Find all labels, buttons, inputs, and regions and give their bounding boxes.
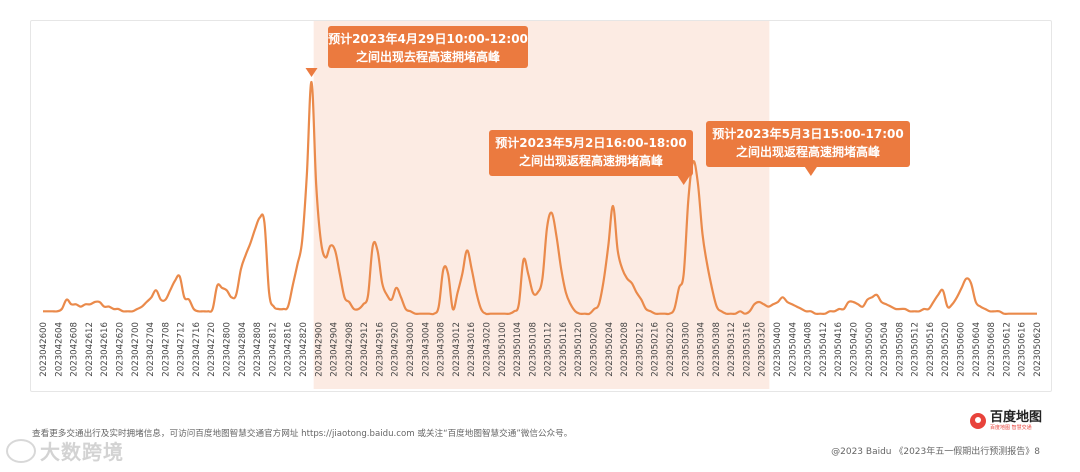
x-tick-label: 2023050100 [498, 322, 508, 377]
peak-callout-pointer [804, 167, 817, 176]
congestion-series-line [43, 80, 1037, 316]
x-tick-label: 2023042800 [223, 322, 233, 377]
x-tick-label: 2023042812 [268, 322, 278, 377]
watermark-text: 大数跨境 [40, 440, 124, 464]
x-tick-label: 2023042608 [70, 322, 80, 377]
peak-callout-box [489, 130, 693, 176]
x-tick-label: 2023050404 [788, 322, 798, 377]
watermark-icon [6, 438, 36, 463]
x-tick-label: 2023050216 [651, 322, 661, 377]
x-tick-label: 2023050200 [590, 322, 600, 377]
x-tick-label: 2023050208 [620, 322, 630, 377]
x-tick-label: 2023050516 [926, 322, 936, 377]
x-tick-label: 2023042704 [146, 322, 156, 377]
x-tick-label: 2023050416 [834, 322, 844, 377]
x-tick-label: 2023043020 [483, 322, 493, 377]
x-tick-label: 2023043000 [406, 322, 416, 377]
peak-callout-text: 之间出现去程高速拥堵高峰 [356, 49, 501, 64]
logo-title: 百度地图 [990, 410, 1043, 425]
x-tick-label: 2023042916 [375, 322, 385, 377]
x-tick-label: 2023043008 [437, 322, 447, 377]
x-tick-label: 2023050420 [850, 322, 860, 377]
baidu-map-logo: 百度地图 百度地图 智慧交通 [970, 411, 1042, 431]
watermark: 大数跨境 [6, 436, 124, 465]
x-tick-label: 2023050500 [865, 322, 875, 377]
x-tick-label: 2023050504 [880, 322, 890, 377]
x-tick-label: 2023042804 [238, 322, 248, 377]
logo-subtitle: 百度地图 智慧交通 [990, 425, 1032, 431]
x-tick-label: 2023050600 [957, 322, 967, 377]
x-tick-label: 2023050308 [712, 322, 722, 377]
x-tick-label: 2023042900 [314, 322, 324, 377]
x-tick-label: 2023050520 [941, 322, 951, 377]
x-tick-label: 2023042604 [54, 322, 64, 377]
x-tick-label: 2023042808 [253, 322, 263, 377]
peak-callout-text: 预计2023年5月3日15:00-17:00 [712, 126, 903, 141]
x-tick-label: 2023043016 [467, 322, 477, 377]
x-tick-label: 2023050104 [513, 322, 523, 377]
x-tick-label: 2023050120 [574, 322, 584, 377]
x-tick-label: 2023050400 [773, 322, 783, 377]
x-tick-label: 2023050212 [635, 322, 645, 377]
x-tick-label: 2023050204 [605, 322, 615, 377]
x-tick-label: 2023050508 [895, 322, 905, 377]
x-tick-label: 2023042700 [131, 322, 141, 377]
x-tick-label: 2023050300 [681, 322, 691, 377]
x-tick-label: 2023050220 [666, 322, 676, 377]
x-tick-label: 2023050512 [911, 322, 921, 377]
x-tick-label: 2023042708 [161, 322, 171, 377]
x-tick-label: 2023042920 [391, 322, 401, 377]
peak-callout: 预计2023年5月2日16:00-18:00 之间出现返程高速拥堵高峰 [489, 130, 693, 185]
x-tick-label: 2023050412 [819, 322, 829, 377]
x-tick-label: 2023042616 [100, 322, 110, 377]
x-tick-label: 2023050112 [544, 322, 554, 377]
peak-callout-text: 之间出现返程高速拥堵高峰 [736, 144, 881, 159]
x-tick-label: 2023050320 [758, 322, 768, 377]
peak-callout-box [328, 26, 528, 68]
x-tick-label: 2023042816 [284, 322, 294, 377]
holiday-highlight-band [313, 21, 770, 389]
peak-callout-pointer [305, 68, 318, 77]
x-tick-label: 2023042720 [207, 322, 217, 377]
x-tick-label: 2023050604 [972, 322, 982, 377]
peak-callout-box [706, 121, 910, 167]
x-tick-label: 2023050612 [1002, 322, 1012, 377]
x-tick-label: 2023042712 [177, 322, 187, 377]
x-tick-label: 2023043004 [421, 322, 431, 377]
map-pin-icon [970, 413, 986, 429]
peak-callout-pointer [677, 176, 690, 185]
x-tick-label: 2023050620 [1033, 322, 1043, 377]
peak-callout: 预计2023年5月3日15:00-17:00 之间出现返程高速拥堵高峰 [706, 121, 910, 176]
x-tick-label: 2023050608 [987, 322, 997, 377]
x-tick-label: 2023042612 [85, 322, 95, 377]
x-tick-label: 2023050304 [697, 322, 707, 377]
x-tick-label: 2023050312 [727, 322, 737, 377]
x-tick-label: 2023042908 [345, 322, 355, 377]
x-tick-label: 2023042620 [116, 322, 126, 377]
x-tick-label: 2023042716 [192, 322, 202, 377]
x-tick-label: 2023050116 [559, 322, 569, 377]
x-tick-label: 2023050616 [1018, 322, 1028, 377]
peak-callout-text: 之间出现返程高速拥堵高峰 [519, 153, 664, 168]
x-tick-label: 2023042912 [360, 322, 370, 377]
x-tick-label: 2023050108 [528, 322, 538, 377]
x-tick-label: 2023050316 [742, 322, 752, 377]
peak-callout: 预计2023年4月29日10:00-12:00 之间出现去程高速拥堵高峰 [305, 26, 528, 77]
peak-callout-text: 预计2023年5月2日16:00-18:00 [495, 135, 686, 150]
x-tick-label: 2023042820 [299, 322, 309, 377]
x-tick-label: 2023043012 [452, 322, 462, 377]
footer-note: 查看更多交通出行及实时拥堵信息，可访问百度地图智慧交通官方网址 https://… [32, 429, 573, 439]
footer-copyright: @2023 Baidu 《2023年五一假期出行预测报告》8 [831, 447, 1040, 457]
x-tick-label: 2023050408 [804, 322, 814, 377]
x-tick-label: 2023042600 [39, 322, 49, 377]
x-tick-label: 2023042904 [330, 322, 340, 377]
peak-callout-text: 预计2023年4月29日10:00-12:00 [328, 31, 528, 46]
